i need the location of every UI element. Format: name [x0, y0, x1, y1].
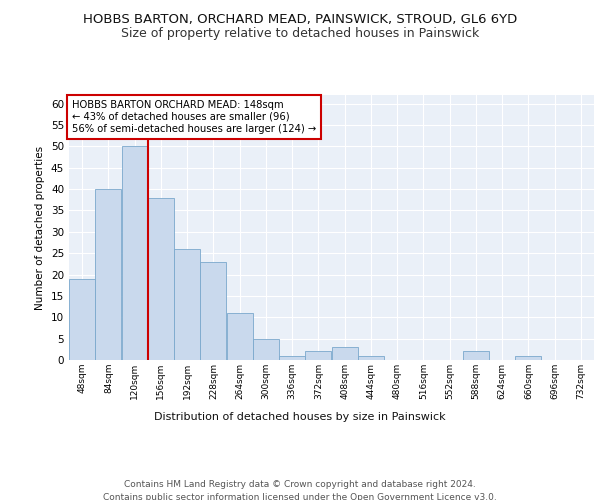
Text: HOBBS BARTON ORCHARD MEAD: 148sqm
← 43% of detached houses are smaller (96)
56% : HOBBS BARTON ORCHARD MEAD: 148sqm ← 43% … — [71, 100, 316, 134]
Bar — [174, 249, 200, 360]
Bar — [515, 356, 541, 360]
Text: Contains HM Land Registry data © Crown copyright and database right 2024.: Contains HM Land Registry data © Crown c… — [124, 480, 476, 489]
Text: Distribution of detached houses by size in Painswick: Distribution of detached houses by size … — [154, 412, 446, 422]
Text: HOBBS BARTON, ORCHARD MEAD, PAINSWICK, STROUD, GL6 6YD: HOBBS BARTON, ORCHARD MEAD, PAINSWICK, S… — [83, 12, 517, 26]
Bar — [463, 352, 489, 360]
Bar — [148, 198, 174, 360]
Bar — [227, 313, 253, 360]
Bar — [69, 279, 95, 360]
Bar — [200, 262, 226, 360]
Y-axis label: Number of detached properties: Number of detached properties — [35, 146, 46, 310]
Bar — [279, 356, 305, 360]
Bar — [305, 352, 331, 360]
Bar — [358, 356, 384, 360]
Text: Contains public sector information licensed under the Open Government Licence v3: Contains public sector information licen… — [103, 492, 497, 500]
Bar — [122, 146, 148, 360]
Bar — [253, 338, 279, 360]
Bar — [332, 347, 358, 360]
Text: Size of property relative to detached houses in Painswick: Size of property relative to detached ho… — [121, 28, 479, 40]
Bar — [95, 189, 121, 360]
